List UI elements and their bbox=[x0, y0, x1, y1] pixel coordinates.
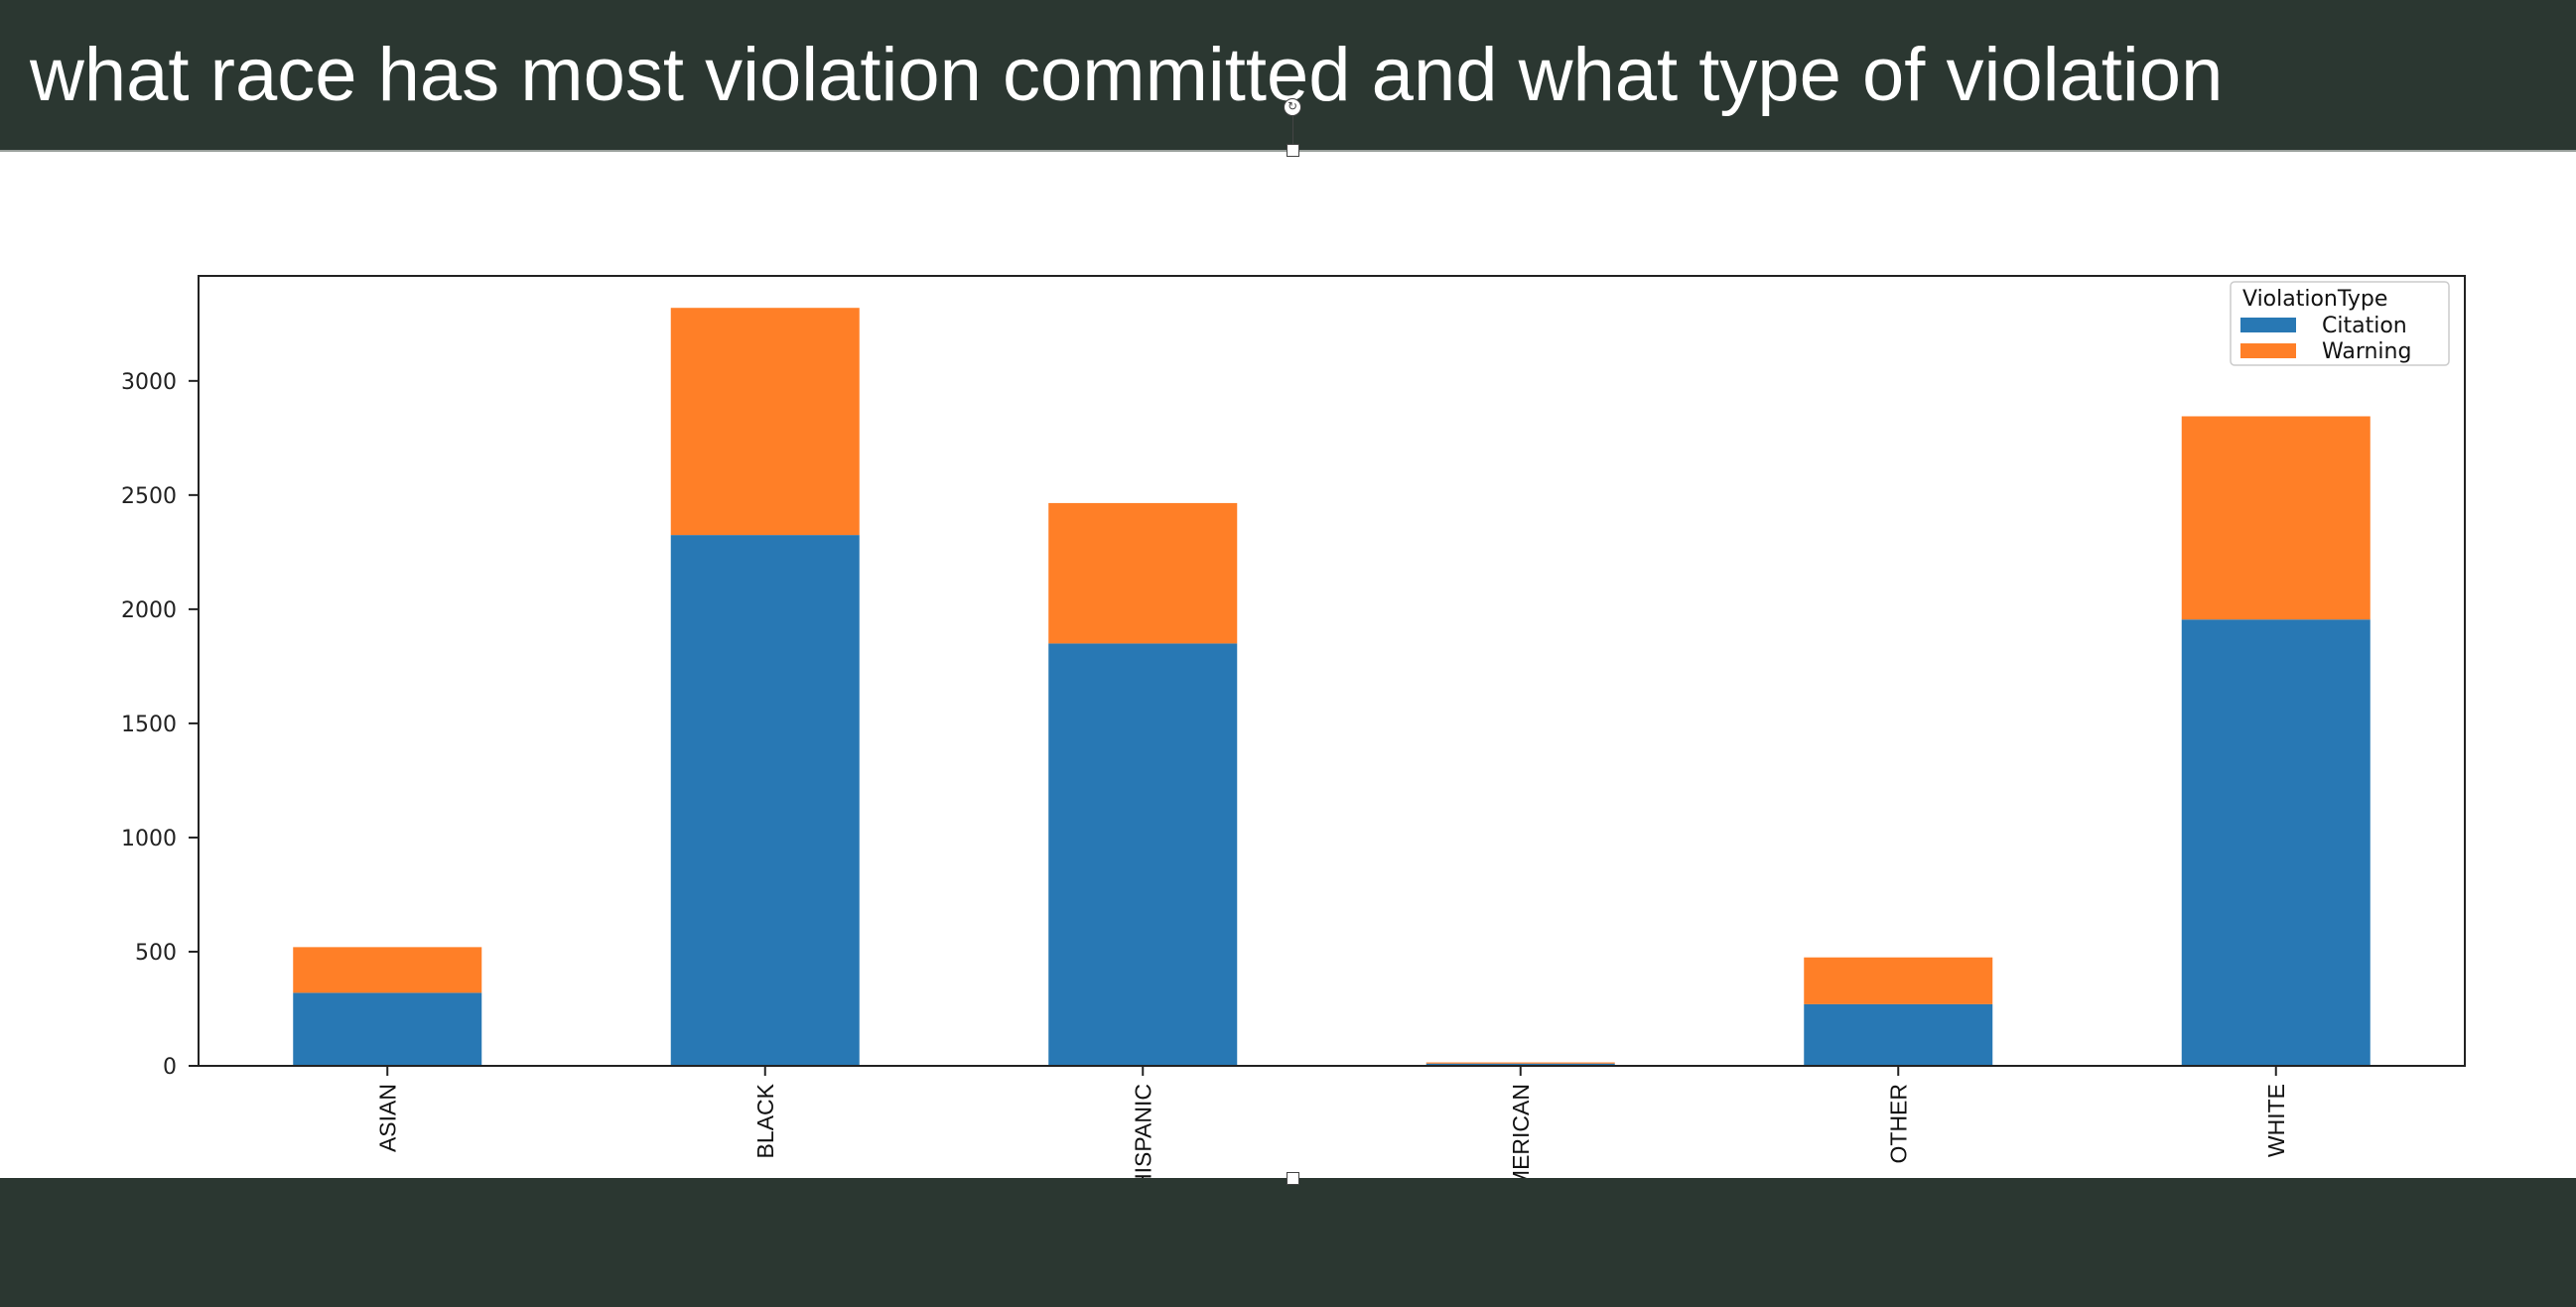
x-tick-label: OTHER bbox=[1885, 1084, 1911, 1164]
y-tick-label: 2500 bbox=[121, 484, 177, 509]
rotate-icon[interactable]: ↻ bbox=[1284, 98, 1301, 116]
bar-warning-white[interactable] bbox=[2181, 416, 2371, 620]
y-tick-label: 3000 bbox=[121, 370, 177, 395]
plot-frame bbox=[198, 275, 2466, 1067]
footer-bar bbox=[0, 1178, 2576, 1307]
legend[interactable]: ViolationType Citation Warning bbox=[2230, 281, 2450, 366]
resize-handle-top[interactable] bbox=[1287, 144, 1299, 157]
legend-swatch-warning bbox=[2240, 343, 2296, 358]
x-tick-label: WHITE bbox=[2263, 1084, 2289, 1157]
y-tick-label: 2000 bbox=[121, 598, 177, 623]
legend-label-citation: Citation bbox=[2322, 314, 2407, 338]
legend-title: ViolationType bbox=[2242, 287, 2387, 312]
y-tick-label: 1500 bbox=[121, 713, 177, 737]
title-bar: what race has most violation committed a… bbox=[0, 0, 2576, 152]
bar-citation-other[interactable] bbox=[1804, 1003, 1993, 1066]
x-tick-label: BLACK bbox=[752, 1083, 778, 1158]
legend-swatch-citation bbox=[2240, 318, 2296, 332]
bar-warning-black[interactable] bbox=[670, 308, 860, 536]
bar-group bbox=[293, 308, 2371, 1066]
y-tick-label: 500 bbox=[135, 941, 177, 966]
resize-handle-bottom[interactable] bbox=[1287, 1172, 1299, 1185]
bar-warning-other[interactable] bbox=[1804, 957, 1993, 1004]
legend-label-warning: Warning bbox=[2322, 339, 2411, 364]
bar-citation-native-american[interactable] bbox=[1425, 1063, 1615, 1066]
y-tick-label: 0 bbox=[163, 1055, 177, 1080]
bar-citation-white[interactable] bbox=[2181, 619, 2371, 1066]
bar-warning-hispanic[interactable] bbox=[1048, 502, 1238, 644]
bar-warning-asian[interactable] bbox=[293, 947, 482, 993]
y-tick-label: 1000 bbox=[121, 827, 177, 851]
slide-title[interactable]: what race has most violation committed a… bbox=[30, 33, 2224, 117]
bar-warning-native-american[interactable] bbox=[1425, 1062, 1615, 1064]
bar-citation-hispanic[interactable] bbox=[1048, 643, 1238, 1066]
x-tick-label: ASIAN bbox=[374, 1084, 400, 1152]
bar-citation-asian[interactable] bbox=[293, 992, 482, 1066]
bar-citation-black[interactable] bbox=[670, 535, 860, 1066]
y-axis: 0 500 1000 1500 2000 2500 3000 bbox=[121, 370, 199, 1080]
rotate-handle-stem bbox=[1292, 116, 1293, 146]
x-tick-label: HISPANIC bbox=[1130, 1084, 1155, 1190]
